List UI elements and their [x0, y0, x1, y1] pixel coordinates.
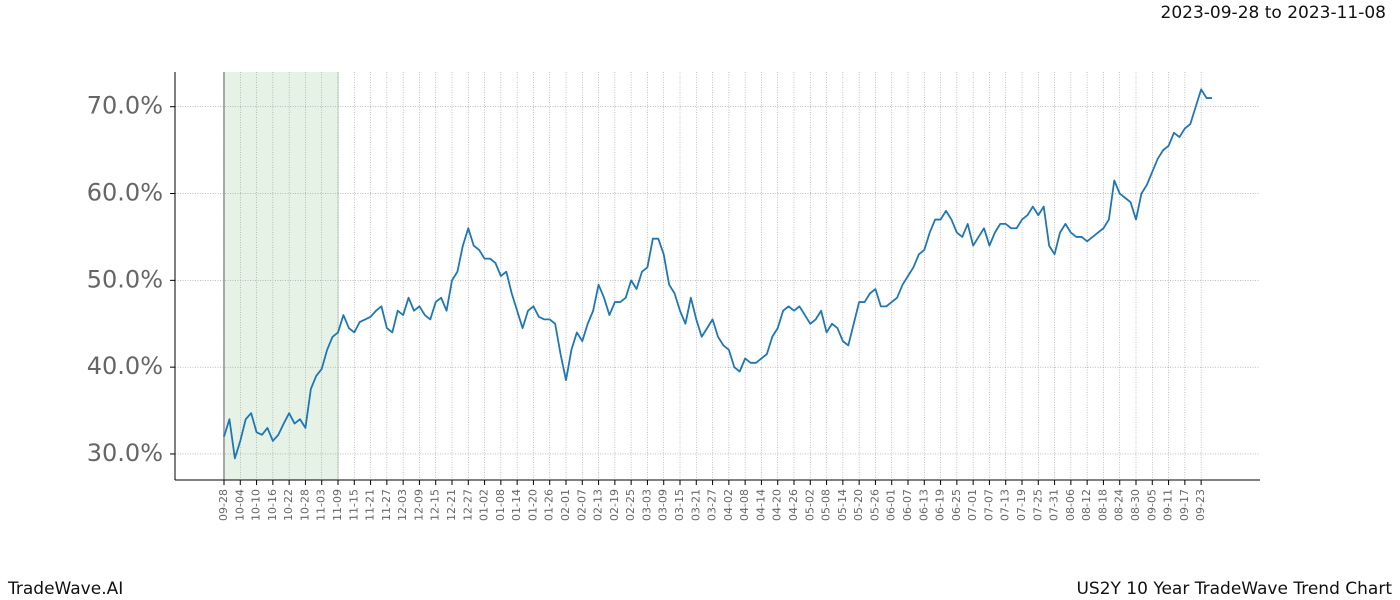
x-tick-label: 03-03: [640, 489, 653, 521]
x-tick-label: 02-19: [608, 489, 621, 521]
x-tick-label: 04-26: [787, 489, 800, 521]
x-tick-label: 07-25: [1031, 489, 1044, 521]
x-tick-label: 01-26: [543, 489, 556, 521]
x-tick-label: 12-21: [445, 489, 458, 521]
x-tick-label: 06-19: [934, 489, 947, 521]
x-tick-label: 05-08: [820, 489, 833, 521]
x-tick-label: 12-15: [429, 489, 442, 521]
x-tick-label: 09-17: [1178, 489, 1191, 521]
x-tick-label: 10-10: [250, 489, 263, 521]
x-tick-label: 02-07: [575, 489, 588, 521]
subtitle: 2023-09-28 to 2023-11-08: [1161, 3, 1386, 23]
chart-caption: US2Y 10 Year TradeWave Trend Chart: [1076, 579, 1392, 599]
x-tick-label: 11-03: [315, 489, 328, 521]
x-tick-label: 09-28: [217, 489, 230, 521]
x-tick-label: 06-13: [917, 489, 930, 521]
y-tick-label: 50.0%: [87, 265, 163, 293]
x-tick-label: 11-27: [380, 489, 393, 521]
x-tick-label: 07-31: [1048, 489, 1061, 521]
grid-layer: 30.0% 40.0% 50.0% 60.0% 70.0% 09-28 10-04 10-10…: [87, 72, 1260, 521]
x-tick-label: 03-15: [673, 489, 686, 521]
x-tick-label: 08-06: [1064, 489, 1077, 521]
x-tick-label: 04-14: [754, 489, 767, 521]
y-tick-label: 60.0%: [87, 179, 163, 207]
x-tick-label: 09-05: [1145, 489, 1158, 521]
plot-layer: [223, 88, 1212, 460]
x-tick-label: 08-24: [1113, 489, 1126, 521]
x-tick-label: 07-01: [966, 489, 979, 521]
brand: TradeWave.AI: [7, 579, 123, 599]
x-tick-label: 03-09: [657, 489, 670, 521]
x-tick-label: 01-02: [478, 489, 491, 521]
x-tick-label: 07-13: [999, 489, 1012, 521]
x-tick-label: 12-09: [412, 489, 425, 521]
x-tick-label: 08-18: [1096, 489, 1109, 521]
x-tick-label: 04-08: [738, 489, 751, 521]
x-tick-label: 02-25: [624, 489, 637, 521]
x-tick-label: 04-20: [771, 489, 784, 521]
x-tick-label: 03-21: [689, 489, 702, 521]
x-tick-label: 06-01: [885, 489, 898, 521]
x-tick-label: 06-07: [901, 489, 914, 521]
y-tick-label: 70.0%: [87, 92, 163, 120]
x-tick-label: 10-28: [298, 489, 311, 521]
x-tick-label: 08-12: [1080, 489, 1093, 521]
x-tick-label: 04-02: [722, 489, 735, 521]
x-tick-label: 09-11: [1162, 489, 1175, 521]
x-tick-label: 07-19: [1015, 489, 1028, 521]
x-tick-label: 05-20: [852, 489, 865, 521]
x-tick-label: 01-20: [526, 489, 539, 521]
x-tick-label: 01-08: [494, 489, 507, 521]
shade-layer: [223, 72, 339, 480]
x-tick-label: 11-09: [331, 489, 344, 521]
x-tick-label: 10-16: [266, 489, 279, 521]
x-tick-label: 05-02: [803, 489, 816, 521]
y-tick-label: 30.0%: [87, 439, 163, 467]
x-tick-label: 07-07: [982, 489, 995, 521]
x-tick-label: 09-23: [1194, 489, 1207, 521]
x-tick-label: 10-04: [233, 489, 246, 521]
x-tick-label: 05-14: [836, 489, 849, 521]
x-tick-label: 02-13: [592, 489, 605, 521]
trend-line: [223, 88, 1212, 460]
x-tick-label: 12-03: [396, 489, 409, 521]
x-tick-label: 10-22: [282, 489, 295, 521]
x-tick-label: 12-27: [461, 489, 474, 521]
x-tick-label: 05-26: [868, 489, 881, 521]
x-tick-label: 11-21: [364, 489, 377, 521]
x-tick-label: 01-14: [510, 489, 523, 521]
x-tick-label: 11-15: [347, 489, 360, 521]
shaded-span: [224, 72, 338, 480]
x-tick-label: 03-27: [706, 489, 719, 521]
x-tick-label: 02-01: [559, 489, 572, 521]
y-tick-label: 40.0%: [87, 352, 163, 380]
x-tick-label: 06-25: [950, 489, 963, 521]
x-tick-label: 08-30: [1129, 489, 1142, 521]
